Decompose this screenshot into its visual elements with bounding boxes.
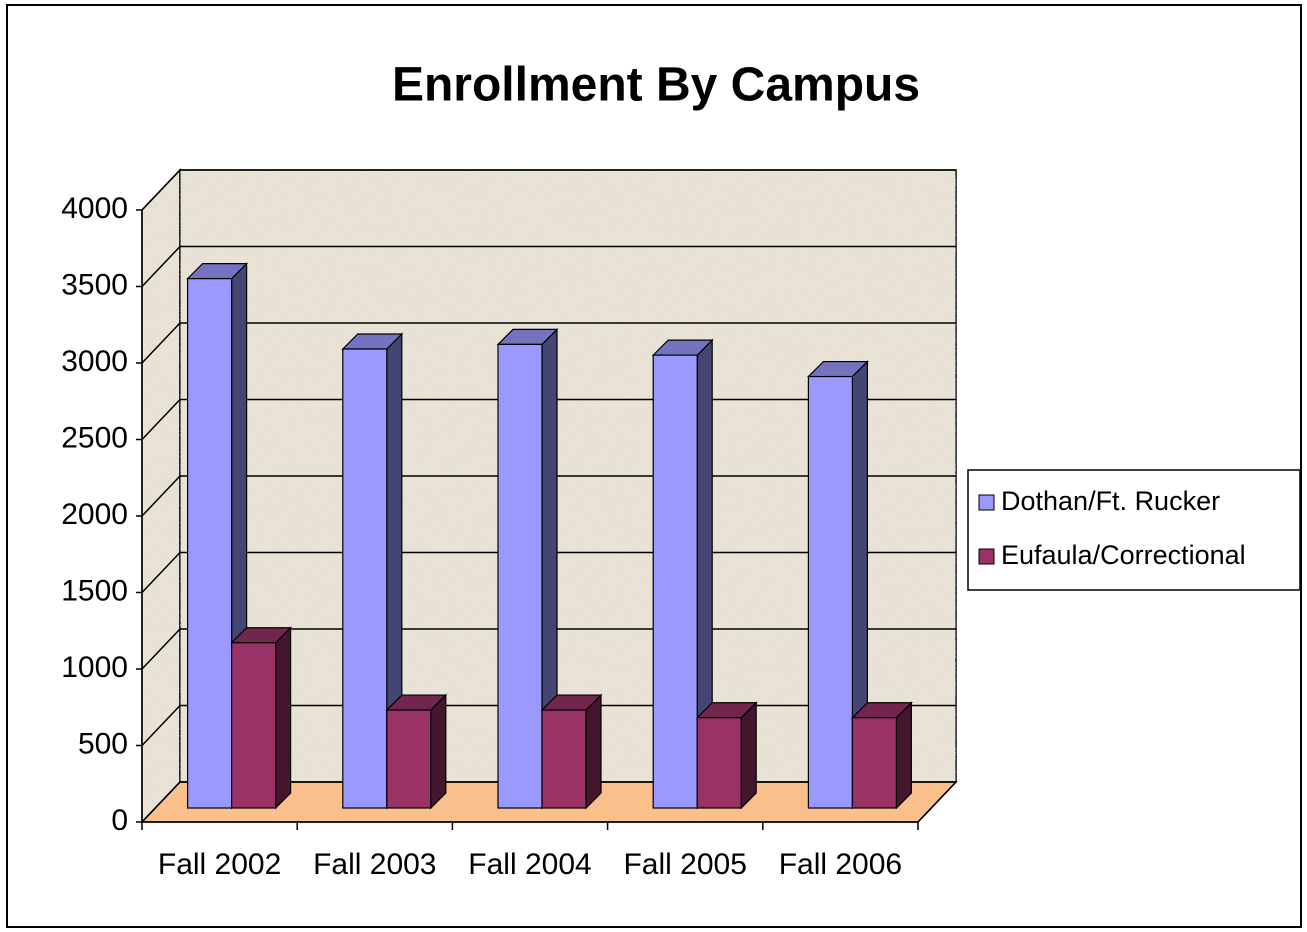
bar (696, 717, 742, 809)
grid-line (141, 322, 181, 364)
bar-side (740, 701, 757, 810)
x-tick-label: Fall 2003 (313, 848, 436, 881)
bar-side (275, 626, 292, 810)
y-tick-label: 2000 (61, 498, 128, 531)
bar (231, 642, 277, 809)
legend-swatch (978, 548, 995, 565)
bar (541, 709, 587, 809)
x-tick-label: Fall 2006 (779, 848, 902, 881)
legend-swatch (978, 494, 995, 511)
y-tick-label: 2500 (61, 421, 128, 454)
bar (497, 343, 543, 809)
bar (807, 375, 854, 809)
bar (187, 278, 233, 809)
bar (386, 709, 432, 809)
x-tick-label: Fall 2002 (158, 848, 281, 881)
legend-label: Eufaula/Correctional (1001, 540, 1246, 570)
y-tick-label: 0 (111, 804, 128, 837)
x-tick-label: Fall 2004 (468, 848, 591, 881)
grid-line (141, 245, 181, 288)
x-tick-label: Fall 2005 (623, 848, 746, 881)
bar (652, 354, 698, 809)
chart-title: Enrollment By Campus (392, 59, 920, 112)
grid-line (141, 475, 181, 517)
bar (342, 348, 388, 809)
bar-side (895, 701, 913, 810)
y-tick-label: 4000 (61, 192, 128, 225)
y-tick-label: 1000 (61, 651, 128, 684)
y-tick-label: 500 (78, 727, 128, 760)
legend-label: Dothan/Ft. Rucker (1001, 486, 1220, 516)
grid-line (141, 551, 181, 594)
y-tick-label: 1500 (61, 574, 128, 607)
grid-line (141, 169, 181, 211)
legend (967, 469, 1301, 591)
grid-line (141, 781, 181, 823)
grid-line (141, 628, 181, 670)
y-tick-label: 3000 (61, 345, 128, 378)
bar-side (430, 693, 447, 810)
bar-side (585, 693, 602, 810)
bar (851, 717, 898, 809)
grid-line (141, 704, 181, 747)
grid-line (141, 398, 181, 441)
y-tick-label: 3500 (61, 268, 128, 301)
x-axis (917, 781, 957, 823)
